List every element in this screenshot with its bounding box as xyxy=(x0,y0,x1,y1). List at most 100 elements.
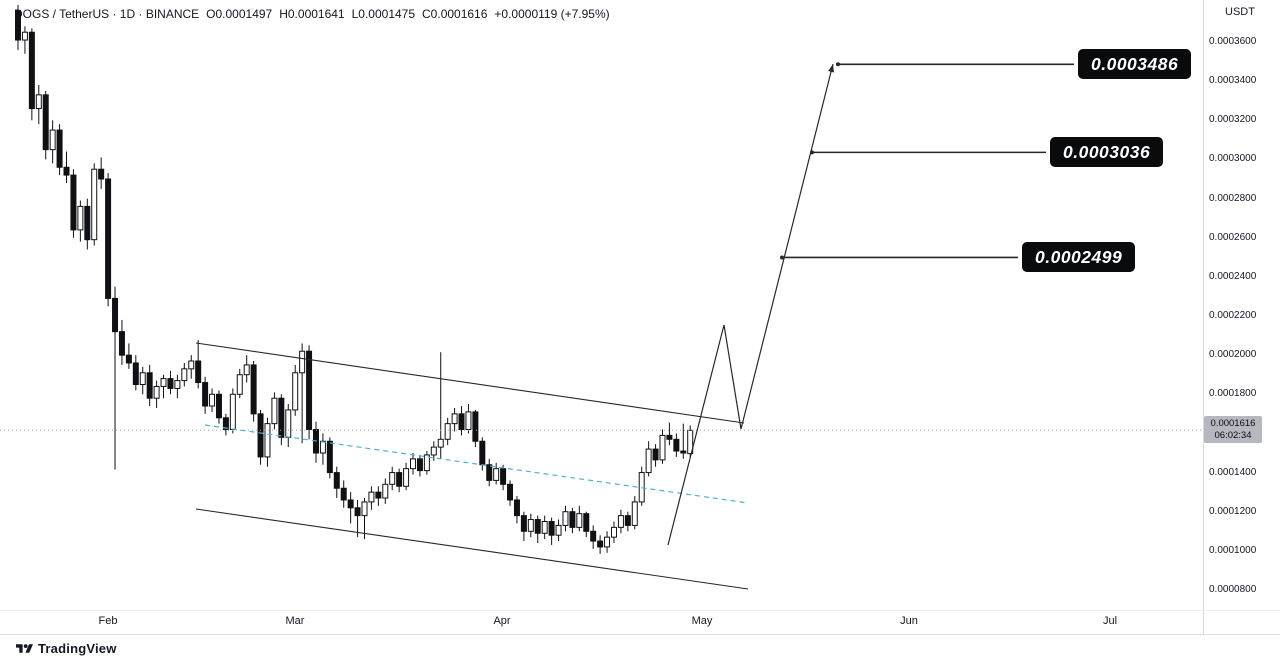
candle-up xyxy=(444,423,451,440)
arrowhead-icon xyxy=(828,64,834,73)
candle-up xyxy=(139,372,146,385)
candle-down xyxy=(520,515,527,532)
candle-down xyxy=(84,205,91,241)
candle-up xyxy=(264,423,271,458)
target-line-anchor xyxy=(810,150,814,155)
channel-lower-trendline[interactable] xyxy=(195,508,749,590)
current-price-value: 0.0001616 xyxy=(1210,418,1256,430)
time-axis-label: Jul xyxy=(1102,615,1118,627)
dashed-median-line[interactable] xyxy=(204,424,749,504)
current-price-badge: 0.0001616 06:02:34 xyxy=(1204,416,1262,444)
time-axis-label: Mar xyxy=(285,615,305,627)
candle-up xyxy=(35,94,42,110)
candle-down xyxy=(257,413,264,458)
candle-up xyxy=(243,364,250,376)
candle-up xyxy=(610,526,617,538)
candle-up xyxy=(410,458,417,470)
price-axis-label: 0.0003400 xyxy=(1209,75,1257,87)
price-change: +0.0000119 (+7.95%) xyxy=(494,7,610,21)
candle-down xyxy=(56,129,63,168)
candle-down xyxy=(590,530,597,542)
candlestick-series[interactable] xyxy=(15,4,694,554)
candle-down xyxy=(167,378,174,389)
price-axis-label: 0.0000800 xyxy=(1209,584,1257,595)
price-axis-label: 0.0001800 xyxy=(1209,388,1257,400)
candle-up xyxy=(437,438,444,448)
ohlc-values: O0.0001497 H0.0001641 L0.0001475 C0.0001616 xyxy=(206,7,487,21)
candle-up xyxy=(687,429,694,455)
price-axis-label: 0.0001200 xyxy=(1209,505,1257,517)
candle-countdown: 06:02:34 xyxy=(1214,429,1252,441)
candle-up xyxy=(465,411,472,431)
candle-up xyxy=(617,515,624,528)
candle-down xyxy=(222,417,229,431)
chart-legend: DOGS / TetherUS · 1D · BINANCE O0.000149… xyxy=(14,7,610,21)
candle-up xyxy=(493,468,500,481)
candle-down xyxy=(125,354,132,364)
price-axis-label: 0.0002800 xyxy=(1209,192,1257,204)
candle-up xyxy=(527,519,534,532)
price-target-label[interactable]: 0.0002499 xyxy=(1022,242,1136,273)
candle-down xyxy=(195,360,202,384)
candle-down xyxy=(416,458,423,472)
candle-up xyxy=(389,472,396,485)
candle-down xyxy=(513,499,520,517)
candle-down xyxy=(326,440,333,474)
candle-down xyxy=(673,438,680,452)
candle-down xyxy=(250,364,257,415)
candle-up xyxy=(91,168,98,241)
projection-path[interactable] xyxy=(667,63,834,546)
candle-down xyxy=(396,472,403,487)
price-target-label[interactable]: 0.0003036 xyxy=(1050,137,1164,168)
candle-up xyxy=(659,434,666,461)
candle-up xyxy=(21,31,28,41)
candle-up xyxy=(236,374,243,395)
price-target-label[interactable]: 0.0003486 xyxy=(1078,49,1192,80)
candle-up xyxy=(645,448,652,474)
price-axis[interactable]: 0.0003600 0.0003400 0.0003200 0.0003000 0.00… xyxy=(1204,0,1280,610)
candle-down xyxy=(375,491,382,499)
candle-up xyxy=(299,350,306,374)
candle-up xyxy=(292,372,299,411)
candle-up xyxy=(319,440,326,454)
candle-down xyxy=(652,448,659,461)
candle-up xyxy=(604,536,611,548)
candle-down xyxy=(548,521,555,536)
candle-down xyxy=(278,397,285,438)
candle-down xyxy=(569,511,576,528)
ohlc-high: H0.0001641 xyxy=(279,7,345,21)
candle-down xyxy=(583,513,590,532)
candle-down xyxy=(354,507,361,517)
time-axis-label: May xyxy=(691,615,713,627)
ohlc-low: L0.0001475 xyxy=(351,7,416,21)
candle-down xyxy=(146,372,153,399)
footer-bar: TradingView xyxy=(0,635,1280,665)
footer-border xyxy=(0,634,1280,635)
candle-down xyxy=(624,515,631,526)
tradingview-logo-text: TradingView xyxy=(38,641,117,656)
candle-up xyxy=(188,360,195,370)
candle-down xyxy=(472,411,479,442)
symbol-title[interactable]: DOGS / TetherUS · 1D · BINANCE xyxy=(14,7,200,21)
candle-up xyxy=(403,468,410,487)
candle-up xyxy=(285,409,292,438)
candle-down xyxy=(500,468,507,485)
channel-upper-trendline[interactable] xyxy=(195,342,745,424)
tradingview-logo[interactable]: TradingView xyxy=(16,641,117,656)
candle-down xyxy=(112,297,119,333)
ohlc-close: C0.0001616 xyxy=(422,7,488,21)
candle-down xyxy=(507,483,514,501)
candle-down xyxy=(666,434,673,440)
candle-down xyxy=(340,487,347,501)
candle-up xyxy=(430,446,437,456)
price-axis-label: 0.0001000 xyxy=(1209,544,1257,556)
time-axis[interactable]: Feb Mar Apr May Jun Jul xyxy=(0,611,1280,634)
candle-up xyxy=(174,380,181,389)
candle-up xyxy=(541,521,548,534)
candle-down xyxy=(98,168,105,180)
candle-down xyxy=(215,393,222,419)
candle-up xyxy=(49,129,56,151)
price-axis-label: 0.0002000 xyxy=(1209,349,1257,361)
